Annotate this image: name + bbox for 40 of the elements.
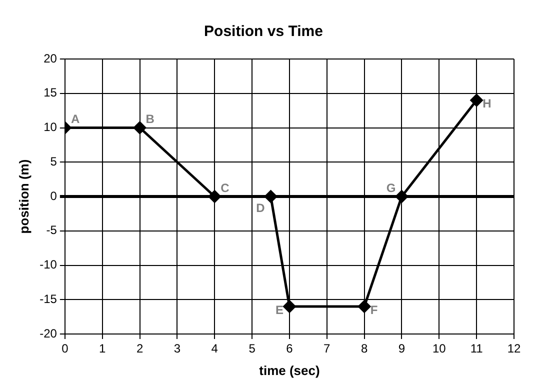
x-tick-label: 2 xyxy=(136,342,144,356)
y-tick-label: 10 xyxy=(44,120,58,134)
point xyxy=(264,190,278,203)
y-tick-label: 5 xyxy=(50,154,58,168)
point xyxy=(208,190,221,203)
x-axis-title: time (sec) xyxy=(259,362,320,378)
point xyxy=(470,94,483,106)
y-tick-label: -10 xyxy=(40,258,58,272)
point xyxy=(395,190,408,203)
annotation: G xyxy=(386,180,396,195)
x-tick-label: 0 xyxy=(62,342,69,356)
y-tick-label: -5 xyxy=(46,223,58,238)
x-tick-label: 12 xyxy=(507,342,521,356)
x-tick-label: 9 xyxy=(398,342,406,356)
annotation: F xyxy=(370,302,378,317)
y-tick-label: 0 xyxy=(50,188,58,203)
y-tick-label: 15 xyxy=(44,86,58,100)
annotation: B xyxy=(146,112,155,126)
x-tick-label: 3 xyxy=(174,342,181,356)
x-tick-label: 11 xyxy=(470,342,484,356)
y-tick-label: -20 xyxy=(40,326,58,340)
y-axis-title: position (m) xyxy=(16,159,32,234)
x-tick-label: 8 xyxy=(360,342,368,356)
y-tick-label: 20 xyxy=(44,51,58,66)
x-tick-label: 5 xyxy=(248,342,256,356)
point xyxy=(283,300,296,313)
annotation: H xyxy=(482,96,492,111)
x-tick-label: 1 xyxy=(99,342,106,356)
x-tick-label: 10 xyxy=(432,342,446,356)
x-tick-label: 7 xyxy=(324,342,331,356)
x-tick-label: 4 xyxy=(211,342,218,356)
point xyxy=(134,122,146,134)
annotation: A xyxy=(70,112,80,126)
point xyxy=(358,300,371,313)
chart-title: Position vs Time xyxy=(204,23,323,40)
y-tick-label: -15 xyxy=(40,292,58,306)
annotation: E xyxy=(275,302,284,317)
x-tick-label: 6 xyxy=(286,342,294,356)
annotation: D xyxy=(256,200,266,215)
annotation: C xyxy=(220,180,230,195)
